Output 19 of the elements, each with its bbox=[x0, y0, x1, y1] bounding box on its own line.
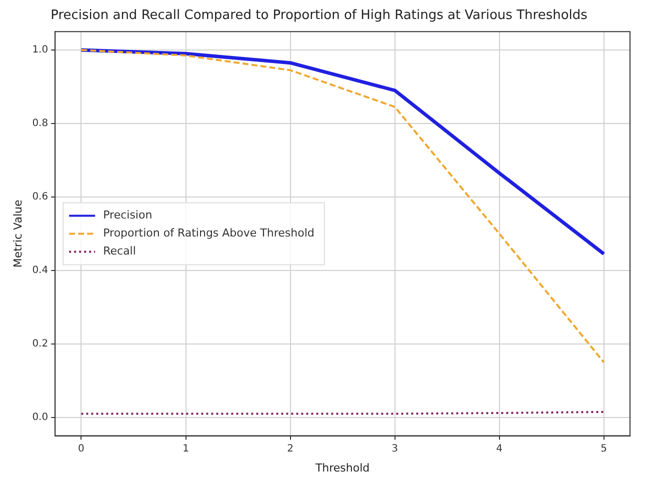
chart-title: Precision and Recall Compared to Proportion of High Ratings at Various Thresholds bbox=[50, 8, 588, 24]
y-tick-label: 0.8 bbox=[32, 118, 48, 130]
x-tick-label: 4 bbox=[496, 443, 503, 454]
x-tick-label: 0 bbox=[78, 443, 84, 454]
line-series bbox=[80, 48, 605, 364]
x-axis-title: Threshold bbox=[314, 461, 370, 474]
y-tick-label: 0.0 bbox=[32, 412, 48, 424]
legend-label: Precision bbox=[103, 208, 152, 222]
y-tick-label: 0.6 bbox=[32, 192, 48, 203]
y-axis-title: Metric Value bbox=[11, 200, 24, 268]
y-tick-label: 0.2 bbox=[32, 338, 48, 350]
legend-label: Proportion of Ratings Above Threshold bbox=[103, 226, 314, 240]
y-tick-label: 1.0 bbox=[32, 44, 48, 56]
x-tick-label: 5 bbox=[600, 443, 608, 454]
y-tick-label: 0.4 bbox=[32, 265, 48, 276]
legend-label: Recall bbox=[103, 244, 136, 258]
x-tick-label: 3 bbox=[392, 443, 398, 454]
x-tick-label: 2 bbox=[287, 443, 294, 454]
x-tick-label: 1 bbox=[182, 443, 189, 454]
